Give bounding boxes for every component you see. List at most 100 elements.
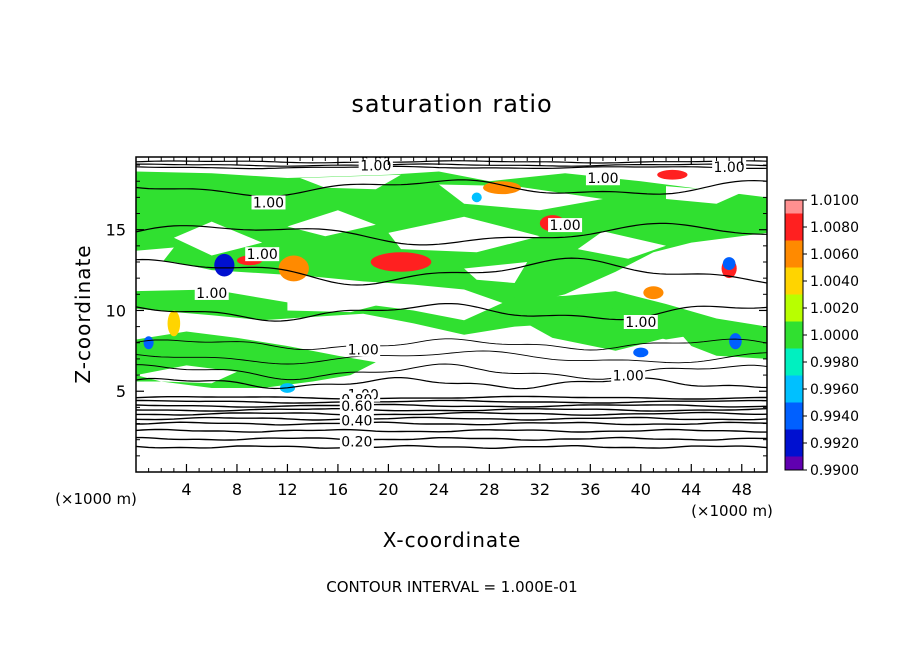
subsaturated-blob: [722, 257, 736, 271]
contour-label-bg: [339, 399, 374, 413]
colorbar-swatch: [785, 389, 803, 403]
contour-label: 1.00: [360, 158, 391, 174]
colorbar-swatch: [785, 227, 803, 241]
colorbar-swatch: [785, 254, 803, 268]
rim-blob: [370, 252, 432, 272]
contour-label-bg: [585, 171, 620, 186]
clear-air-region: [577, 231, 666, 259]
contour-line: [136, 395, 767, 400]
colorbar-swatch: [785, 416, 803, 430]
colorbar-swatch: [785, 335, 803, 349]
x-tick-label: 40: [631, 480, 651, 499]
subsaturated-blob: [633, 347, 649, 358]
x-tick-label: 12: [277, 480, 297, 499]
contour-line: [136, 350, 767, 365]
colorbar-swatch: [785, 213, 803, 227]
y-tick-label: 15: [106, 221, 126, 240]
colorbar: 1.0100 1.0080 1.0060 1.0040 1.0020 1.0000 0.99…: [784, 193, 859, 479]
contour-label: 1.00: [247, 247, 278, 263]
colorbar-swatch: [785, 429, 803, 443]
clear-air-region: [438, 184, 603, 211]
contour-label-bg: [712, 159, 747, 174]
contour-interval-note: CONTOUR INTERVAL = 1.000E-01: [326, 578, 577, 596]
contour-line: [136, 421, 767, 426]
contour-line: [136, 179, 767, 198]
clear-air-region: [300, 174, 401, 190]
contour-label-bg: [611, 368, 646, 383]
contour-label-bg: [339, 434, 374, 449]
contour-lines: [136, 160, 767, 449]
contour-line: [136, 363, 767, 381]
y-tick-label: 5: [116, 382, 126, 401]
colorbar-swatch: [785, 308, 803, 322]
contour-label: 1.00: [549, 218, 580, 234]
contour-line: [136, 416, 767, 421]
clear-air-region: [388, 216, 540, 253]
subsaturated-blob: [729, 333, 742, 350]
rim-blob: [278, 255, 309, 282]
x-tick-label: 4: [181, 480, 191, 499]
contour-label: 1.00: [625, 315, 656, 331]
colorbar-label: 1.0000: [810, 328, 859, 344]
colorbar-swatch: [785, 267, 803, 281]
x-tick-label: 44: [681, 480, 701, 499]
rim-blob: [483, 181, 521, 195]
saturation-field: [136, 169, 767, 393]
contour-label: 1.00: [613, 368, 644, 384]
colorbar-label: 0.9940: [810, 409, 859, 425]
x-tick-label: 48: [732, 480, 752, 499]
colorbar-label: 1.0020: [810, 301, 859, 317]
contour-label-bg: [339, 413, 374, 428]
contour-line: [136, 163, 767, 167]
colorbar-swatch: [785, 402, 803, 416]
right-cloud-patch: [678, 326, 767, 359]
colorbar-swatch: [785, 348, 803, 362]
contour-label: 1.00: [196, 286, 227, 302]
contour-label: 1.00: [348, 342, 379, 358]
contour-label-bg: [245, 247, 280, 262]
chart-title: saturation ratio: [351, 90, 552, 118]
colorbar-label: 1.0060: [810, 247, 859, 263]
colorbar-swatch: [785, 321, 803, 335]
clear-air-region: [464, 262, 528, 283]
contour-line: [136, 411, 767, 416]
x-tick-label: 16: [328, 480, 348, 499]
contour-line: [136, 377, 767, 390]
contour-label-bg: [358, 158, 393, 173]
contour-line: [136, 303, 767, 322]
y-axis-ticks: 5 10 15: [106, 164, 767, 457]
colorbar-swatch: [785, 375, 803, 389]
contour-label: 0.40: [341, 414, 372, 430]
contour-label: 1.00: [714, 160, 745, 176]
rim-blob: [657, 169, 688, 180]
colorbar-swatch: [785, 281, 803, 295]
contour-line: [136, 338, 767, 351]
colorbar-label: 0.9900: [810, 463, 859, 479]
x-tick-label: 8: [232, 480, 242, 499]
contour-label-bg: [346, 342, 381, 357]
contour-label-bg: [251, 195, 286, 210]
x-axis-ticks: 4 8 12 16 20 24 28 32 36 40 44 48: [148, 157, 755, 499]
contour-line: [136, 399, 767, 404]
contour-line: [136, 403, 767, 408]
colorbar-swatch: [785, 240, 803, 254]
x-tick-label: 32: [530, 480, 550, 499]
contour-label-bg: [194, 285, 229, 300]
colorbar-label: 0.9920: [810, 436, 859, 452]
subsaturated-blob: [471, 192, 482, 203]
contour-label: 0.60: [341, 399, 372, 415]
contour-line: [136, 408, 767, 412]
clear-air-region: [666, 186, 742, 204]
contour-label: 1.00: [253, 195, 284, 211]
y-tick-label: 10: [106, 301, 126, 320]
colorbar-swatch: [785, 200, 803, 214]
contour-labels: 0.801.001.001.001.001.001.001.001.001.00…: [194, 155, 747, 451]
x-tick-label: 36: [580, 480, 600, 499]
clear-air-region: [287, 210, 376, 237]
colorbar-swatch: [785, 294, 803, 308]
x-axis-label: X-coordinate: [383, 528, 522, 552]
colorbar-label: 1.0080: [810, 220, 859, 236]
middle-cloud-band: [136, 289, 767, 340]
colorbar-label: 1.0100: [810, 193, 859, 209]
